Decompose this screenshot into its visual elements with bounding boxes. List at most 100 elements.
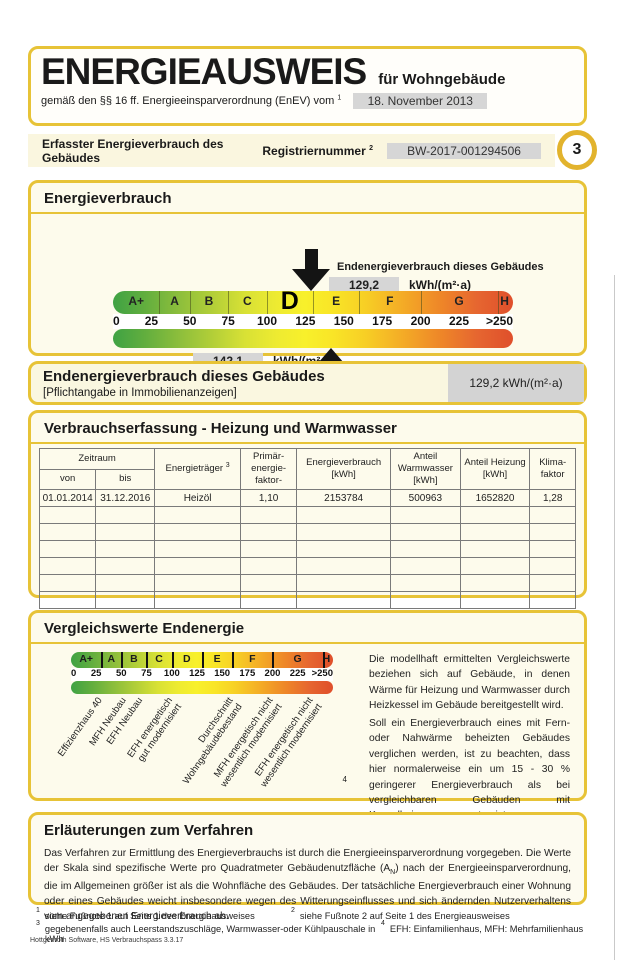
scale-tick: 75 [221,314,235,328]
scale-divider [121,652,124,668]
footnote-marker: 1 [337,94,342,102]
scale-divider [272,652,275,668]
scan-artifact-line [614,275,615,960]
scale-letter: B [204,294,214,308]
scale-divider [232,652,235,668]
consumption-table-section: Verbrauchserfassung - Heizung und Warmwa… [28,410,587,609]
explanation-section: Erläuterungen zum Verfahren Das Verfahre… [28,812,587,922]
scale-letter: F [249,653,256,665]
footnotes: 1 siehe Fußnote 1 auf Seite 1 des Energie… [36,907,591,947]
scale-divider [313,291,314,322]
scale-letter: B [130,653,138,665]
scale-divider [202,652,204,668]
scale-tick: 175 [239,668,256,679]
table-row-empty [38,506,576,524]
page-number-badge: 3 [557,130,597,170]
table-row-empty [38,574,576,592]
scale-divider [146,652,149,668]
scale-divider [171,652,174,668]
scale-divider [323,652,326,668]
footnote-marker: 3 [225,461,230,469]
comparison-paragraph: Soll ein Energieverbrauch eines mit Fern… [369,717,570,822]
comparison-scale-area: A+ A B C D E F G H [43,652,355,826]
scale-letter: A+ [79,653,94,665]
scale-letter-band: A+ A B C D E F G H [71,652,333,668]
software-footer: Hottgenroth Software, HS Verbrauchspass … [30,937,184,944]
scale-tick: 125 [295,314,316,328]
subscript: N [390,869,396,877]
cell-bis: 31.12.2016 [95,489,156,507]
certificate-header-box: ENERGIEAUSWEIS für Wohngebäude gemäß den … [28,46,587,126]
scale-tick: 100 [256,314,278,328]
footnote-row: 3 gegebenenfalls auch Leerstandszuschläge… [36,920,591,944]
end-energy-text-column: Endenergieverbrauch dieses Gebäudes [Pfl… [31,364,448,402]
cell-energieverbrauch: 2153784 [296,489,392,507]
column-header-zeitraum: Zeitraum [38,448,156,470]
scale-letter: H [500,294,509,308]
scale-tick: 175 [372,314,393,328]
scale-tick-strip: 0 25 50 75 100 125 150 175 200 225 >250 [113,314,513,329]
column-header-energieverbrauch: Energieverbrauch [kWh] [296,448,392,490]
footnote-2: 2 siehe Fußnote 2 auf Seite 1 des Energie… [291,907,510,921]
end-energy-value-row: 129,2 kWh/(m²·a) [329,277,471,293]
end-energy-box-title: Endenergieverbrauch dieses Gebäudes [43,368,325,385]
scale-gradient-band [71,681,333,694]
column-header-energietraeger: Energieträger 3 [154,448,241,490]
arrow-stem [304,249,318,269]
end-energy-arrow-down-icon [292,249,331,291]
register-number: BW-2017-001294506 [387,142,541,159]
scale-tick: 150 [214,668,231,679]
end-energy-box-value: 129,2 kWh/(m²·a) [448,364,584,402]
cell-primaerfaktor: 1,10 [239,489,298,507]
table-row-empty [38,540,576,558]
end-energy-label: Endenergieverbrauch dieses Gebäudes [337,261,544,273]
column-header-anteil-warmwasser: Anteil Warmwasser [kWh] [390,448,461,490]
scale-divider [101,652,104,668]
scale-letter-band: A+ A B C D E F G H [113,287,513,322]
table-row-empty [38,591,576,609]
scale-divider [497,291,499,322]
scale-divider [228,291,230,322]
column-header-anteil-heizung: Anteil Heizung [kWh] [459,448,531,490]
scale-letter: E [332,294,341,308]
meta-bar: Erfasster Energieverbrauch des Gebäudes … [28,134,555,167]
scale-letter: E [213,653,221,665]
scale-tick: 50 [116,668,127,679]
end-energy-box-subtitle: [Pflichtangabe in Immobilienanzeigen] [43,387,237,399]
consumption-table: Zeitraum Energieträger 3 Primär- energie… [38,448,576,609]
footnote-marker: 2 [369,144,373,152]
scale-letter: C [243,294,252,308]
scale-tick: 50 [183,314,197,328]
scale-letter: F [386,294,394,308]
column-header-primaerfaktor: Primär- energie- faktor- [239,448,298,490]
scale-tick: >250 [311,668,333,679]
regulation-line: gemäß den §§ 16 ff. Energieeinsparverord… [41,92,574,109]
scale-divider [159,291,160,322]
scale-tick: 25 [90,668,102,679]
end-energy-value-box: Endenergieverbrauch dieses Gebäudes [Pfl… [28,361,587,405]
table-row-empty [38,523,576,541]
comparison-explanation-text: Die modellhaft ermittelten Vergleichswer… [369,652,570,826]
scale-tick-strip: 0 25 50 75 100 125 150 175 200 225 >250 [71,668,333,681]
footnote-marker: 4 [342,775,347,784]
scale-letter: D [183,653,191,665]
footnote-row: 1 siehe Fußnote 1 auf Seite 1 des Energie… [36,907,591,921]
scale-tick: >250 [485,314,513,328]
section-title: Verbrauchserfassung - Heizung und Warmwa… [31,413,584,444]
scale-divider [359,291,360,322]
scale-letter: A [170,294,179,308]
end-energy-value: 129,2 [329,277,399,293]
cell-von: 01.01.2014 [38,489,97,507]
scale-divider [267,291,268,322]
footnote-3: 3 gegebenenfalls auch Leerstandszuschläge… [36,920,376,944]
column-header-klimafaktor: Klima- faktor [529,448,576,490]
register-label: Registriernummer 2 [262,143,373,158]
energy-consumption-section: Energieverbrauch Endenergieverbrauch die… [28,180,587,391]
comparison-section: Vergleichswerte Endenergie A+ A B C D E … [28,610,587,821]
scale-tick: 225 [448,314,470,328]
section-title: Erläuterungen zum Verfahren [44,822,254,839]
section-title: Energieverbrauch [31,183,584,214]
scale-tick: 75 [141,668,152,679]
section-label: Erfasster Energieverbrauch des Gebäudes [42,136,224,165]
end-energy-unit: kWh/(m²·a) [409,278,471,292]
